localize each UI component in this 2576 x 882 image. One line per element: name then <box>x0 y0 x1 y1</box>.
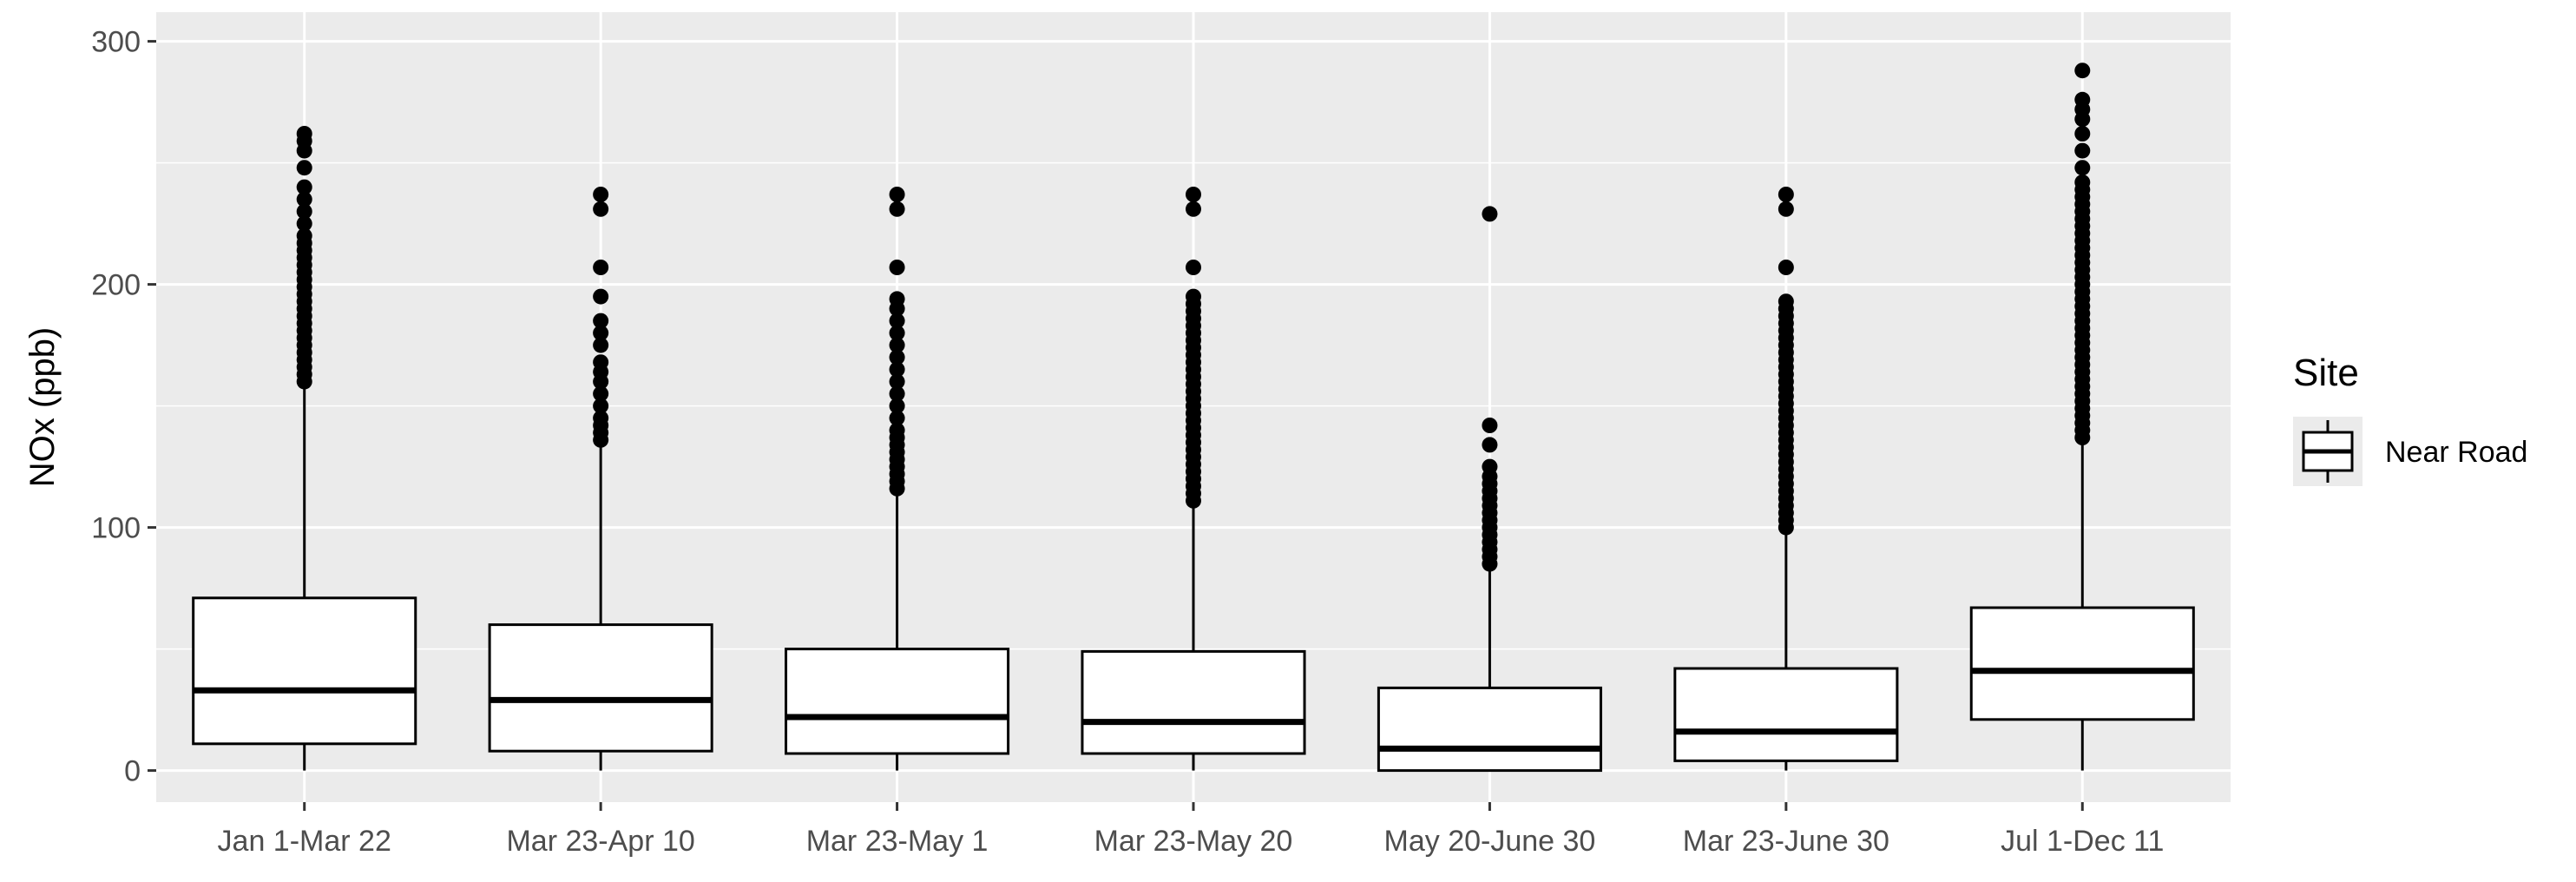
outlier-point <box>593 410 609 426</box>
outlier-point <box>296 179 312 195</box>
outlier-point <box>1186 201 1201 217</box>
legend: Site Near Road <box>2293 352 2527 486</box>
outlier-point <box>1482 437 1498 453</box>
outlier-point <box>889 337 905 353</box>
outlier-point <box>1482 458 1498 475</box>
outlier-point <box>1482 206 1498 222</box>
outlier-point <box>593 385 609 402</box>
outlier-point <box>296 160 312 176</box>
x-tick-label: Jan 1-Mar 22 <box>218 825 391 858</box>
box-iqr <box>785 648 1010 755</box>
y-tick-label: 300 <box>91 26 141 59</box>
outlier-point <box>889 385 905 402</box>
outlier-point <box>889 325 905 341</box>
box-4 <box>1081 187 1306 771</box>
boxplot-series <box>192 63 2195 773</box>
outlier-point <box>296 227 312 244</box>
outlier-point <box>593 187 609 202</box>
outlier-point <box>296 203 312 220</box>
legend-label-near-road: Near Road <box>2385 436 2527 469</box>
y-axis: 0 100 200 300 <box>91 26 156 788</box>
legend-title: Site <box>2293 352 2359 394</box>
y-tick-label: 0 <box>124 755 141 788</box>
box-2 <box>488 187 713 771</box>
legend-key-box-icon <box>2302 420 2354 483</box>
outlier-point <box>296 126 312 142</box>
x-tick-label: Mar 23-Apr 10 <box>506 825 694 858</box>
x-tick-label: May 20-June 30 <box>1384 825 1596 858</box>
box-iqr <box>1081 649 1306 755</box>
x-tick-label: Mar 23-June 30 <box>1683 825 1889 858</box>
outlier-point <box>1482 418 1498 433</box>
outlier-point <box>593 354 609 371</box>
outlier-point <box>889 187 905 202</box>
outlier-point <box>2074 174 2091 190</box>
outlier-point <box>889 398 905 414</box>
outlier-point <box>889 313 905 329</box>
outlier-point <box>889 349 905 365</box>
y-tick-label: 100 <box>91 512 141 545</box>
box-7 <box>1969 63 2195 771</box>
outlier-point <box>296 215 312 232</box>
outlier-point <box>1778 260 1794 275</box>
outlier-point <box>1186 187 1201 202</box>
outlier-point <box>2074 91 2091 108</box>
outlier-point <box>2074 142 2091 159</box>
outlier-point <box>593 288 609 305</box>
outlier-point <box>1778 293 1794 310</box>
outlier-point <box>593 337 609 353</box>
outlier-point <box>889 410 905 426</box>
x-axis: Jan 1-Mar 22 Mar 23-Apr 10 Mar 23-May 1 Mar… <box>218 802 2164 858</box>
outlier-point <box>2074 126 2091 142</box>
box-iqr <box>1969 606 2195 721</box>
box-iqr <box>192 596 417 746</box>
outlier-point <box>1186 260 1201 275</box>
outlier-point <box>889 201 905 217</box>
outlier-point <box>889 260 905 275</box>
box-5 <box>1377 206 1602 773</box>
outlier-point <box>296 191 312 207</box>
outlier-point <box>2074 160 2091 176</box>
outlier-point <box>889 291 905 307</box>
x-tick-label: Mar 23-May 1 <box>806 825 989 858</box>
outlier-point <box>1778 201 1794 217</box>
box-iqr <box>1377 686 1602 773</box>
outlier-point <box>889 373 905 390</box>
outlier-point <box>593 260 609 275</box>
y-axis-title: NOx (ppb) <box>23 327 62 488</box>
x-tick-label: Mar 23-May 20 <box>1094 825 1293 858</box>
outlier-point <box>2074 63 2091 79</box>
box-iqr <box>1673 667 1899 762</box>
box-6 <box>1673 187 1899 771</box>
box-3 <box>785 187 1010 771</box>
outlier-point <box>1186 288 1201 305</box>
y-tick-label: 200 <box>91 269 141 302</box>
outlier-point <box>889 422 905 438</box>
outlier-point <box>593 201 609 217</box>
outlier-point <box>889 361 905 378</box>
box-1 <box>192 126 417 771</box>
outlier-point <box>1778 187 1794 202</box>
outlier-point <box>593 325 609 341</box>
box-iqr <box>488 623 713 753</box>
x-tick-label: Jul 1-Dec 11 <box>2001 825 2164 858</box>
outlier-point <box>593 313 609 329</box>
outlier-point <box>593 398 609 414</box>
